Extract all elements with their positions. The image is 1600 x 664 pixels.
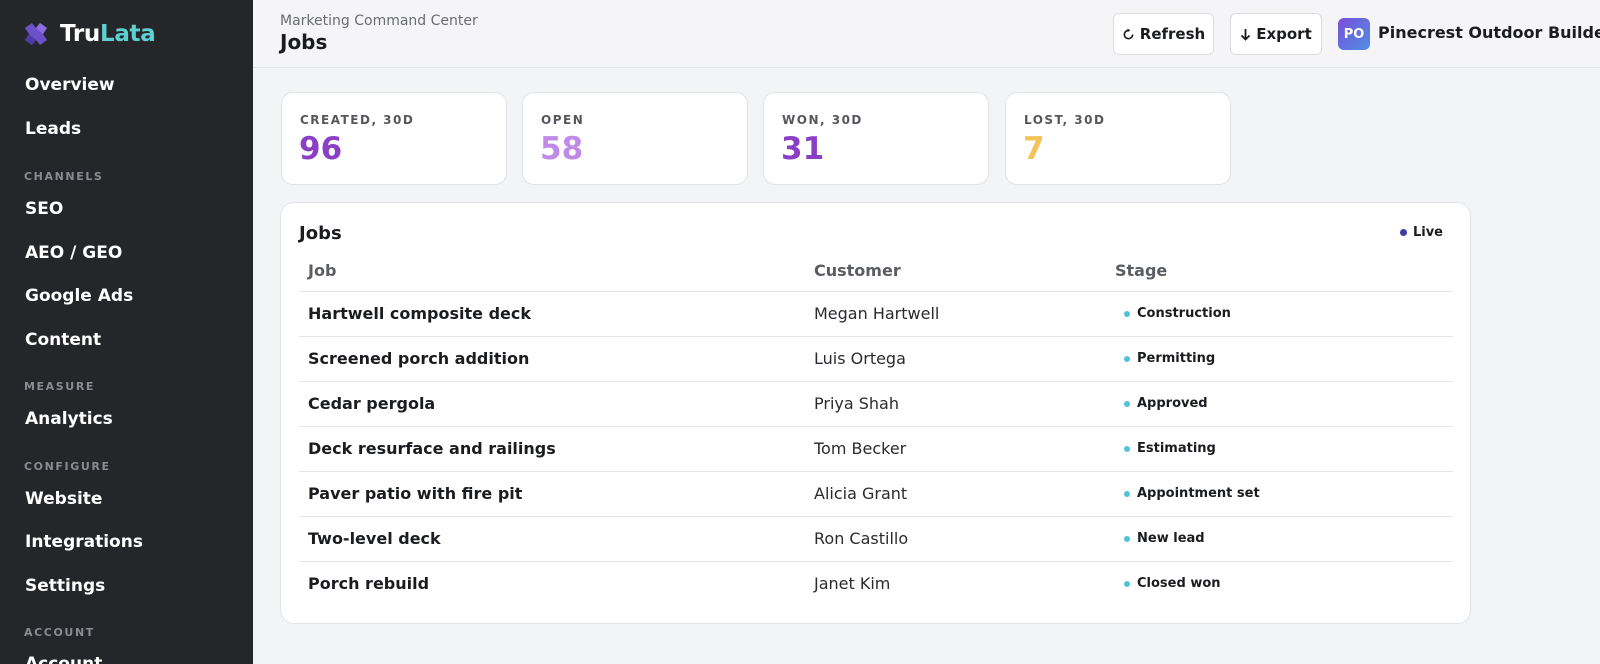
column-header-stage[interactable]: Stage — [1115, 261, 1168, 280]
table-row[interactable]: Cedar pergola Priya Shah Approved — [299, 381, 1453, 426]
stage-badge: Permitting — [1124, 351, 1215, 366]
stage-dot-icon — [1124, 310, 1130, 317]
table-row[interactable]: Paver patio with fire pit Alicia Grant App… — [299, 471, 1453, 516]
sidebar-item-google-ads[interactable]: Google Ads — [25, 286, 134, 306]
breadcrumb[interactable]: Marketing Command Center — [280, 13, 478, 29]
stage-dot-icon — [1124, 355, 1130, 362]
stage-badge: Construction — [1124, 306, 1231, 321]
job-name[interactable]: Porch rebuild — [308, 574, 430, 593]
panel-title: Jobs — [299, 223, 342, 244]
stage-label: Estimating — [1137, 441, 1216, 456]
sidebar-item-integrations[interactable]: Integrations — [25, 532, 143, 552]
sidebar-item-leads[interactable]: Leads — [25, 119, 82, 139]
stage-dot-icon — [1124, 445, 1130, 452]
stage-dot-icon — [1124, 400, 1130, 407]
sidebar-item-analytics[interactable]: Analytics — [25, 409, 113, 429]
stage-label: Permitting — [1137, 351, 1216, 366]
job-name[interactable]: Screened porch addition — [308, 349, 530, 368]
job-name[interactable]: Cedar pergola — [308, 394, 436, 413]
table-row[interactable]: Two-level deck Ron Castillo New lead — [299, 516, 1453, 561]
sidebar-item-overview[interactable]: Overview — [25, 75, 115, 95]
stat-value: 7 — [1023, 131, 1045, 167]
page-title: Jobs — [280, 30, 328, 54]
stage-label: Closed won — [1137, 576, 1221, 591]
export-button[interactable]: Export — [1230, 13, 1322, 55]
sidebar-item-settings[interactable]: Settings — [25, 576, 106, 596]
job-name[interactable]: Deck resurface and railings — [308, 439, 556, 458]
stat-card-open: OPEN 58 — [522, 92, 748, 185]
stat-card-won: WON, 30D 31 — [763, 92, 989, 185]
refresh-button[interactable]: Refresh — [1113, 13, 1214, 55]
stat-value: 58 — [540, 131, 584, 167]
live-label: Live — [1412, 225, 1443, 240]
export-label: Export — [1256, 25, 1312, 43]
table-row[interactable]: Porch rebuild Janet Kim Closed won — [299, 561, 1453, 606]
job-name[interactable]: Two-level deck — [308, 529, 441, 548]
refresh-label: Refresh — [1139, 25, 1206, 43]
stat-value: 31 — [781, 131, 825, 167]
table-row[interactable]: Hartwell composite deck Megan Hartwell Con… — [299, 291, 1453, 336]
stage-badge: New lead — [1124, 531, 1205, 546]
job-name[interactable]: Hartwell composite deck — [308, 304, 531, 323]
sidebar-section-configure: CONFIGURE — [24, 460, 111, 473]
org-name[interactable]: Pinecrest Outdoor Builders — [1378, 23, 1600, 42]
live-dot-icon — [1399, 229, 1407, 236]
stage-badge: Closed won — [1124, 576, 1221, 591]
customer-name: Alicia Grant — [814, 484, 908, 503]
sidebar-item-aeo-geo[interactable]: AEO / GEO — [25, 243, 123, 263]
customer-name: Janet Kim — [814, 574, 891, 593]
sidebar-section-measure: MEASURE — [24, 380, 96, 393]
stat-value: 96 — [299, 131, 343, 167]
logo-text-part1: Tru — [60, 21, 100, 47]
sidebar-item-account[interactable]: Account — [25, 654, 103, 664]
table-row[interactable]: Deck resurface and railings Tom Becker Est… — [299, 426, 1453, 471]
column-header-customer[interactable]: Customer — [814, 261, 901, 280]
column-header-job[interactable]: Job — [308, 261, 337, 280]
stat-label: WON, 30D — [782, 113, 863, 127]
stat-card-created: CREATED, 30D 96 — [281, 92, 507, 185]
sidebar-section-channels: CHANNELS — [24, 170, 104, 183]
avatar[interactable]: PO — [1338, 18, 1370, 50]
stage-label: Appointment set — [1137, 486, 1260, 501]
stat-label: OPEN — [541, 113, 585, 127]
stage-badge: Appointment set — [1124, 486, 1260, 501]
job-name[interactable]: Paver patio with fire pit — [308, 484, 523, 503]
logo[interactable]: TruLata — [22, 20, 156, 48]
live-indicator: Live — [1399, 225, 1443, 240]
customer-name: Megan Hartwell — [814, 304, 940, 323]
stage-badge: Estimating — [1124, 441, 1216, 456]
customer-name: Priya Shah — [814, 394, 899, 413]
stage-label: New lead — [1137, 531, 1205, 546]
logo-text-part2: Lata — [99, 21, 156, 47]
logo-icon — [22, 20, 50, 48]
stage-dot-icon — [1124, 580, 1130, 587]
stat-label: LOST, 30D — [1024, 113, 1106, 127]
customer-name: Tom Becker — [814, 439, 907, 458]
jobs-panel: Jobs Live Job Customer Stage Hartwell co… — [280, 202, 1471, 624]
customer-name: Ron Castillo — [814, 529, 909, 548]
stage-badge: Approved — [1124, 396, 1208, 411]
refresh-icon — [1122, 27, 1135, 41]
sidebar-item-website[interactable]: Website — [25, 489, 103, 509]
customer-name: Luis Ortega — [814, 349, 906, 368]
sidebar-item-seo[interactable]: SEO — [25, 199, 64, 219]
stage-dot-icon — [1124, 490, 1130, 497]
sidebar-item-content[interactable]: Content — [25, 330, 102, 350]
top-bar: Marketing Command Center Jobs Refresh Ex… — [253, 0, 1600, 68]
stage-label: Approved — [1137, 396, 1208, 411]
logo-text: TruLata — [60, 21, 156, 47]
stat-card-lost: LOST, 30D 7 — [1005, 92, 1231, 185]
arrow-down-icon — [1240, 28, 1251, 41]
table-row[interactable]: Screened porch addition Luis Ortega Permit… — [299, 336, 1453, 381]
sidebar-section-account: ACCOUNT — [24, 626, 95, 639]
stage-label: Construction — [1137, 306, 1231, 321]
stage-dot-icon — [1124, 535, 1130, 542]
sidebar: TruLata Overview Leads CHANNELS SEO AEO … — [0, 0, 253, 664]
stat-label: CREATED, 30D — [300, 113, 415, 127]
